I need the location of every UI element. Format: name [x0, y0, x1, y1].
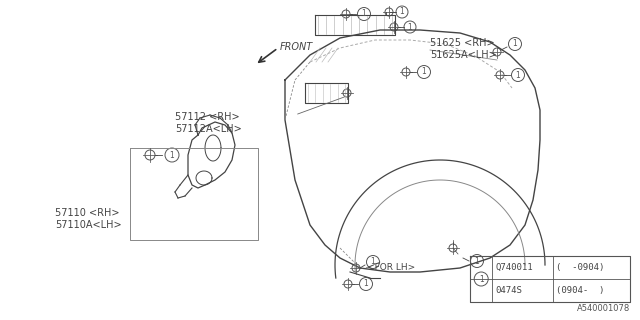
Text: 57112A<LH>: 57112A<LH>	[175, 124, 242, 134]
Text: <FOR LH>: <FOR LH>	[367, 263, 415, 273]
Text: 1: 1	[479, 275, 484, 284]
Text: 57110A<LH>: 57110A<LH>	[55, 220, 122, 230]
Text: 1: 1	[399, 7, 404, 17]
Text: 1: 1	[516, 70, 520, 79]
Circle shape	[470, 254, 483, 268]
Text: 57110 <RH>: 57110 <RH>	[55, 208, 120, 218]
Text: FRONT: FRONT	[280, 42, 313, 52]
Text: A540001078: A540001078	[577, 304, 630, 313]
Circle shape	[474, 272, 488, 286]
Text: 1: 1	[513, 39, 517, 49]
Text: 1: 1	[475, 257, 479, 266]
Circle shape	[165, 148, 179, 162]
Text: (  -0904): ( -0904)	[556, 263, 605, 272]
Text: 1: 1	[408, 22, 412, 31]
Text: Q740011: Q740011	[495, 263, 533, 272]
Text: (0904-  ): (0904- )	[556, 286, 605, 295]
Text: 1: 1	[364, 279, 369, 289]
Circle shape	[404, 21, 416, 33]
Text: 1: 1	[170, 150, 174, 159]
Text: 1: 1	[371, 258, 376, 267]
Text: 51625 <RH>: 51625 <RH>	[430, 38, 495, 48]
Text: 51625A<LH>: 51625A<LH>	[430, 50, 497, 60]
Circle shape	[511, 68, 525, 82]
Circle shape	[358, 7, 371, 20]
Circle shape	[417, 66, 431, 78]
Text: 57112 <RH>: 57112 <RH>	[175, 112, 239, 122]
Circle shape	[396, 6, 408, 18]
Text: 0474S: 0474S	[495, 286, 522, 295]
Circle shape	[509, 37, 522, 51]
Circle shape	[367, 255, 380, 268]
Text: 1: 1	[422, 68, 426, 76]
Circle shape	[360, 277, 372, 291]
Text: 1: 1	[362, 10, 366, 19]
